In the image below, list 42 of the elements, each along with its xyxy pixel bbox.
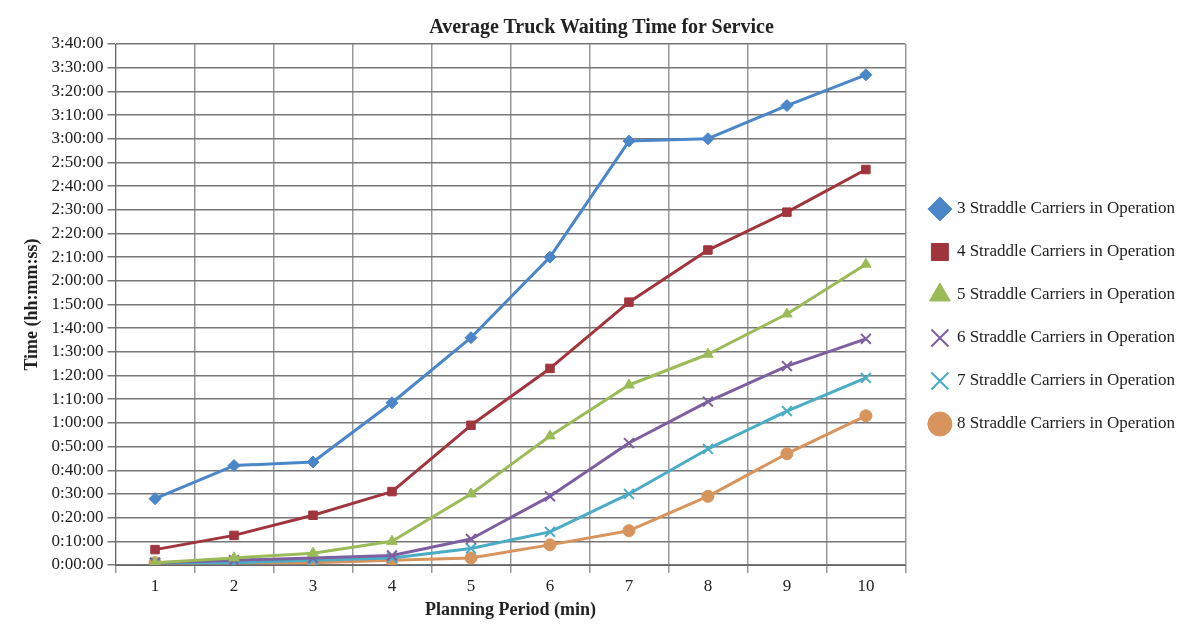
x-tick-label: 10 xyxy=(857,575,875,595)
legend-label: 8 Straddle Carriers in Operation xyxy=(956,413,1176,433)
y-tick-label: 3:40:00 xyxy=(51,33,104,53)
x-tick-label: 8 xyxy=(703,575,713,595)
x-tick-label: 9 xyxy=(782,575,792,595)
y-tick-label: 0:00:00 xyxy=(51,554,104,574)
x-tick-label: 2 xyxy=(229,575,239,595)
y-tick-label: 2:00:00 xyxy=(51,270,104,290)
y-tick-label: 1:30:00 xyxy=(51,341,104,361)
x-tick-label: 7 xyxy=(624,575,634,595)
y-tick-label: 3:10:00 xyxy=(51,104,104,124)
y-tick-label: 1:00:00 xyxy=(51,412,104,432)
x-tick-label: 6 xyxy=(545,575,555,595)
y-tick-label: 2:30:00 xyxy=(51,199,104,219)
y-tick-label: 0:20:00 xyxy=(51,507,104,527)
y-tick-label: 3:00:00 xyxy=(51,128,104,148)
y-tick-label: 0:10:00 xyxy=(51,530,104,550)
x-tick-label: 1 xyxy=(150,575,160,595)
y-tick-label: 1:10:00 xyxy=(51,388,104,408)
legend-label: 3 Straddle Carriers in Operation xyxy=(956,198,1176,218)
legend-label: 4 Straddle Carriers in Operation xyxy=(956,241,1176,261)
chart-title: Average Truck Waiting Time for Service xyxy=(429,15,774,39)
legend-label: 6 Straddle Carriers in Operation xyxy=(956,327,1176,347)
y-tick-label: 3:30:00 xyxy=(51,57,104,77)
y-tick-label: 2:40:00 xyxy=(51,175,104,195)
x-tick-label: 4 xyxy=(387,575,397,595)
y-tick-label: 1:40:00 xyxy=(51,317,104,337)
y-axis-title: Time (hh:mm:ss) xyxy=(21,238,43,371)
legend-label: 5 Straddle Carriers in Operation xyxy=(956,284,1176,304)
legend-label: 7 Straddle Carriers in Operation xyxy=(956,370,1176,390)
x-axis-title: Planning Period (min) xyxy=(424,598,596,620)
y-tick-label: 0:40:00 xyxy=(51,459,104,479)
y-tick-label: 0:50:00 xyxy=(51,436,104,456)
x-tick-label: 3 xyxy=(308,575,318,595)
y-tick-label: 2:10:00 xyxy=(51,246,104,266)
y-tick-label: 2:50:00 xyxy=(51,151,104,171)
y-tick-label: 3:20:00 xyxy=(51,80,104,100)
y-tick-label: 1:50:00 xyxy=(51,293,104,313)
y-tick-label: 0:30:00 xyxy=(51,483,104,503)
y-tick-label: 2:20:00 xyxy=(51,222,104,242)
x-tick-label: 5 xyxy=(466,575,476,595)
y-tick-label: 1:20:00 xyxy=(51,365,104,385)
